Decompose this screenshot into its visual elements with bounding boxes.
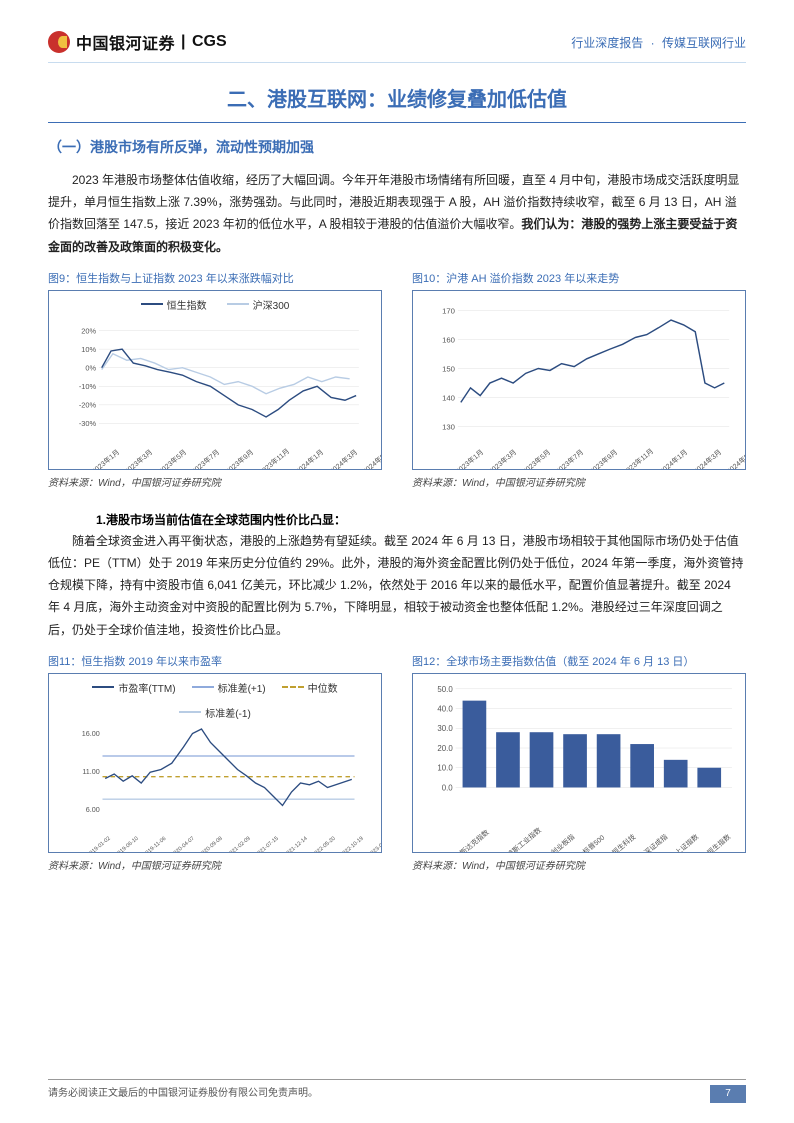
mid-heading: 1.港股市场当前估值在全球范围内性价比凸显： — [48, 511, 746, 528]
fig11-leg-d: 标准差(-1) — [205, 705, 251, 720]
svg-text:30.0: 30.0 — [437, 724, 453, 733]
sub-section-title: （一）港股市场有所反弹，流动性预期加强 — [48, 137, 746, 157]
figure-10-chart: 170 160 150 140 130 2023年1月2023年3月2023年5月20… — [412, 290, 746, 470]
figure-10-xaxis: 2023年1月2023年3月2023年5月2023年7月2023年9月2023年… — [413, 457, 745, 467]
svg-text:11.00: 11.00 — [82, 767, 99, 776]
svg-text:20.0: 20.0 — [437, 744, 453, 753]
svg-text:0%: 0% — [85, 363, 96, 372]
footer-disclaimer: 请务必阅读正文最后的中国银河证券股份有限公司免责声明。 — [48, 1088, 318, 1099]
svg-text:130: 130 — [442, 422, 455, 431]
svg-text:160: 160 — [442, 335, 455, 344]
paragraph-1: 2023 年港股市场整体估值收缩，经历了大幅回调。今年开年港股市场情绪有所回暖，… — [48, 169, 746, 258]
figure-9-legend: 恒生指数 沪深300 — [49, 291, 381, 312]
industry-name: 传媒互联网行业 — [662, 36, 746, 50]
paragraph-2: 随着全球资金进入再平衡状态，港股的上涨趋势有望延续。截至 2024 年 6 月 … — [48, 530, 746, 641]
header-category: 行业深度报告 传媒互联网行业 — [571, 34, 746, 51]
title-divider — [48, 122, 746, 123]
logo-text-cn: 中国银河证券 — [76, 30, 175, 54]
svg-text:16.00: 16.00 — [82, 729, 100, 738]
svg-text:-20%: -20% — [79, 400, 97, 409]
svg-text:150: 150 — [442, 364, 455, 373]
figure-12-chart: 50.0 40.0 30.0 20.0 10.0 0.0 纳斯达克指数道琼斯工业指数创业… — [412, 673, 746, 853]
figure-9-chart: 恒生指数 沪深300 20% 10% 0% -10% -20% -30% — [48, 290, 382, 470]
page-footer: 请务必阅读正文最后的中国银河证券股份有限公司免责声明。 7 — [48, 1079, 746, 1099]
figure-10-source: 资料来源：Wind，中国银河证券研究院 — [412, 474, 746, 489]
logo-icon — [48, 31, 70, 53]
page-header: 中国银河证券 | CGS 行业深度报告 传媒互联网行业 — [48, 30, 746, 63]
figure-12-title: 图12：全球市场主要指数估值（截至 2024 年 6 月 13 日） — [412, 653, 746, 669]
figure-9: 图9：恒生指数与上证指数 2023 年以来涨跌幅对比 恒生指数 沪深300 20… — [48, 270, 382, 489]
logo-text-en: CGS — [192, 33, 227, 51]
figure-9-title: 图9：恒生指数与上证指数 2023 年以来涨跌幅对比 — [48, 270, 382, 286]
svg-text:10.0: 10.0 — [437, 763, 453, 772]
figure-12-xaxis: 纳斯达克指数道琼斯工业指数创业板指标普500恒生科技深证成指上证指数恒生指数 — [413, 840, 745, 850]
logo-divider: | — [181, 33, 186, 51]
figure-row-1: 图9：恒生指数与上证指数 2023 年以来涨跌幅对比 恒生指数 沪深300 20… — [48, 270, 746, 489]
figure-9-source: 资料来源：Wind，中国银河证券研究院 — [48, 474, 382, 489]
fig9-legend-a: 恒生指数 — [167, 297, 207, 312]
svg-text:40.0: 40.0 — [437, 704, 453, 713]
brand-logo: 中国银河证券 | CGS — [48, 30, 227, 54]
svg-text:-30%: -30% — [79, 419, 97, 428]
fig11-leg-a: 市盈率(TTM) — [118, 680, 175, 695]
figure-11-source: 资料来源：Wind，中国银河证券研究院 — [48, 857, 382, 872]
svg-text:0.0: 0.0 — [442, 783, 454, 792]
svg-text:10%: 10% — [81, 345, 96, 354]
figure-11-title: 图11：恒生指数 2019 年以来市盈率 — [48, 653, 382, 669]
svg-text:20%: 20% — [81, 326, 96, 335]
page-number: 7 — [710, 1085, 746, 1103]
svg-text:50.0: 50.0 — [437, 684, 453, 693]
fig11-leg-c: 中位数 — [308, 680, 338, 695]
report-type: 行业深度报告 — [571, 36, 643, 50]
fig9-legend-b: 沪深300 — [253, 297, 290, 312]
svg-text:-10%: -10% — [79, 382, 97, 391]
section-title: 二、港股互联网：业绩修复叠加低估值 — [48, 83, 746, 112]
svg-text:170: 170 — [442, 306, 455, 315]
figure-row-2: 图11：恒生指数 2019 年以来市盈率 市盈率(TTM) 标准差(+1) 中位… — [48, 653, 746, 872]
figure-12-source: 资料来源：Wind，中国银河证券研究院 — [412, 857, 746, 872]
figure-11-xaxis: 2019-01-022019-06-102019-11-062020-04-07… — [49, 844, 381, 850]
figure-11-chart: 市盈率(TTM) 标准差(+1) 中位数 标准差(-1) 16.00 11.00 6… — [48, 673, 382, 853]
fig11-leg-b: 标准差(+1) — [218, 680, 266, 695]
figure-11-legend: 市盈率(TTM) 标准差(+1) 中位数 标准差(-1) — [49, 674, 381, 720]
figure-10-title: 图10：沪港 AH 溢价指数 2023 年以来走势 — [412, 270, 746, 286]
header-dot-icon — [647, 36, 659, 50]
svg-text:6.00: 6.00 — [86, 804, 100, 813]
figure-12: 图12：全球市场主要指数估值（截至 2024 年 6 月 13 日） 50.0 4… — [412, 653, 746, 872]
figure-9-xaxis: 2023年1月2023年3月2023年5月2023年7月2023年9月2023年… — [49, 457, 381, 467]
svg-text:140: 140 — [442, 393, 455, 402]
figure-11: 图11：恒生指数 2019 年以来市盈率 市盈率(TTM) 标准差(+1) 中位… — [48, 653, 382, 872]
figure-10: 图10：沪港 AH 溢价指数 2023 年以来走势 170160150 1401… — [412, 270, 746, 489]
